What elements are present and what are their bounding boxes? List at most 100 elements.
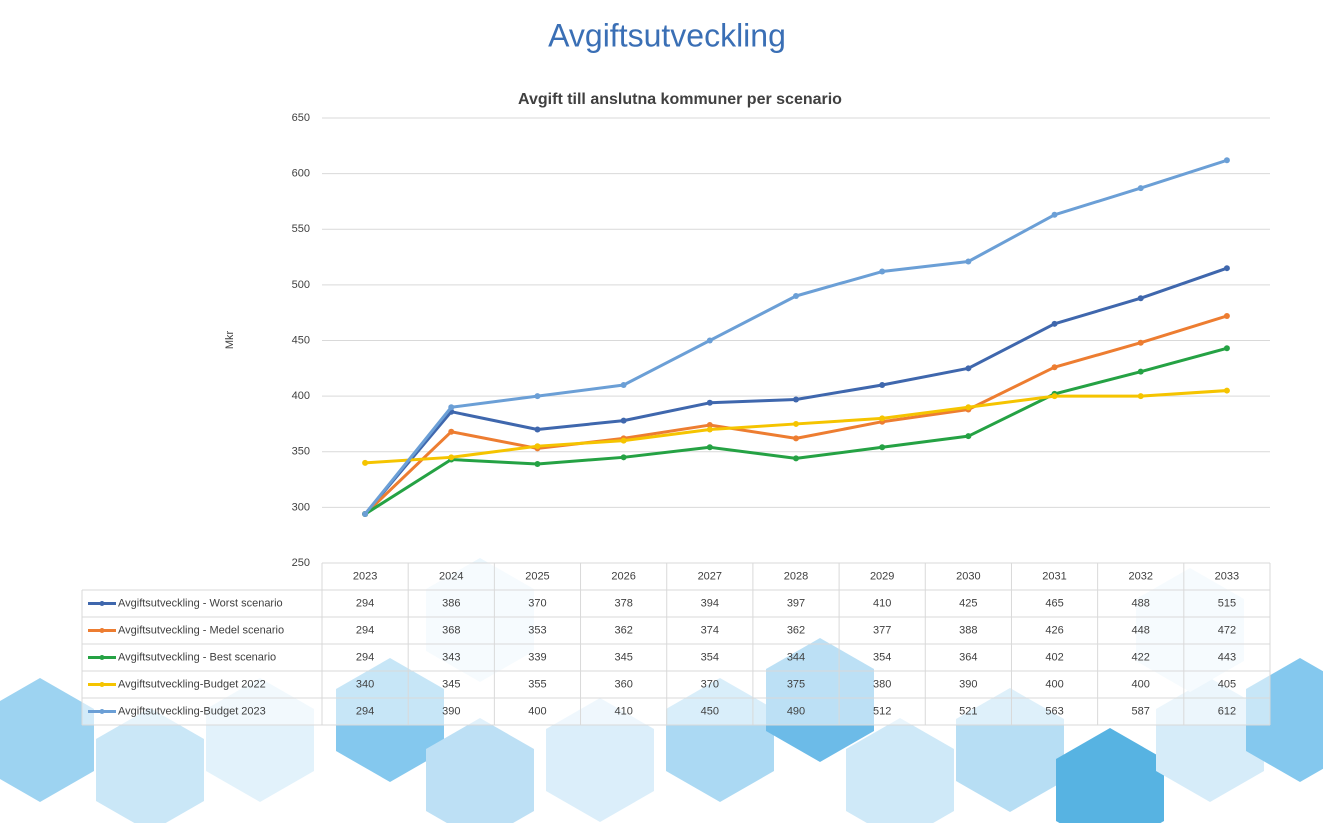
table-cell: 368	[442, 624, 460, 636]
point	[534, 427, 540, 433]
table-cell: 410	[873, 597, 891, 609]
table-cell: 425	[959, 597, 977, 609]
legend-swatch	[100, 601, 105, 606]
table-cell: 362	[614, 624, 632, 636]
point	[879, 382, 885, 388]
x-tick-label: 2025	[525, 570, 549, 582]
point	[534, 443, 540, 449]
table-cell: 377	[873, 624, 891, 636]
table-cell: 355	[528, 678, 546, 690]
table-cell: 450	[701, 705, 719, 717]
table-cell: 515	[1218, 597, 1236, 609]
table-cell: 340	[356, 678, 374, 690]
table-cell: 448	[1132, 624, 1150, 636]
table-cell: 378	[614, 597, 632, 609]
point	[1052, 321, 1058, 327]
legend-swatch	[100, 682, 105, 687]
y-tick-label: 500	[292, 279, 310, 291]
legend-label: Avgiftsutveckling - Medel scenario	[118, 624, 284, 636]
table-cell: 388	[959, 624, 977, 636]
point	[1224, 157, 1230, 163]
y-tick-label: 350	[292, 446, 310, 458]
table-cell: 345	[614, 651, 632, 663]
y-tick-label: 550	[292, 223, 310, 235]
table-cell: 488	[1132, 597, 1150, 609]
table-cell: 294	[356, 705, 374, 717]
x-tick-label: 2024	[439, 570, 463, 582]
table-cell: 386	[442, 597, 460, 609]
table-cell: 472	[1218, 624, 1236, 636]
point	[621, 418, 627, 424]
table-cell: 353	[528, 624, 546, 636]
point	[621, 382, 627, 388]
legend-label: Avgiftsutveckling - Worst scenario	[118, 597, 283, 609]
point	[1224, 265, 1230, 271]
point	[1138, 369, 1144, 375]
point	[448, 429, 454, 435]
point	[621, 438, 627, 444]
table-cell: 405	[1218, 678, 1236, 690]
point	[793, 421, 799, 427]
point	[1224, 388, 1230, 394]
point	[1138, 295, 1144, 301]
x-tick-label: 2029	[870, 570, 894, 582]
x-tick-label: 2028	[784, 570, 808, 582]
table-cell: 490	[787, 705, 805, 717]
y-axis-label: Mkr	[224, 331, 236, 350]
table-cell: 390	[442, 705, 460, 717]
series-line	[365, 268, 1227, 514]
table-cell: 374	[701, 624, 719, 636]
chart: Avgiftsutveckling Avgift till anslutna k…	[0, 0, 1323, 823]
point	[793, 396, 799, 402]
x-tick-label: 2033	[1215, 570, 1239, 582]
table-cell: 370	[528, 597, 546, 609]
table-cell: 512	[873, 705, 891, 717]
table-cell: 294	[356, 624, 374, 636]
point	[448, 454, 454, 460]
table-cell: 343	[442, 651, 460, 663]
table-cell: 380	[873, 678, 891, 690]
table-cell: 397	[787, 597, 805, 609]
y-tick-label: 600	[292, 168, 310, 180]
point	[793, 435, 799, 441]
legend-label: Avgiftsutveckling-Budget 2023	[118, 705, 266, 717]
table-cell: 422	[1132, 651, 1150, 663]
point	[1052, 212, 1058, 218]
legend-swatch	[100, 655, 105, 660]
chart-subtitle: Avgift till anslutna kommuner per scenar…	[518, 91, 842, 108]
table-cell: 612	[1218, 705, 1236, 717]
legend-label: Avgiftsutveckling-Budget 2022	[118, 678, 266, 690]
table-cell: 390	[959, 678, 977, 690]
series-line	[365, 316, 1227, 514]
point	[362, 460, 368, 466]
y-tick-label: 250	[292, 557, 310, 569]
chart-title: Avgiftsutveckling	[548, 17, 786, 53]
legend-swatch	[100, 628, 105, 633]
x-tick-label: 2023	[353, 570, 377, 582]
table-cell: 400	[1045, 678, 1063, 690]
point	[362, 511, 368, 517]
table-cell: 344	[787, 651, 805, 663]
table-cell: 410	[614, 705, 632, 717]
point	[879, 444, 885, 450]
point	[707, 400, 713, 406]
y-tick-label: 650	[292, 112, 310, 124]
table-cell: 364	[959, 651, 977, 663]
table-cell: 354	[873, 651, 891, 663]
x-tick-label: 2030	[956, 570, 980, 582]
point	[879, 415, 885, 421]
point	[879, 269, 885, 275]
legend-label: Avgiftsutveckling - Best scenario	[118, 651, 276, 663]
point	[534, 461, 540, 467]
table-cell: 563	[1045, 705, 1063, 717]
table-cell: 339	[528, 651, 546, 663]
table-cell: 587	[1132, 705, 1150, 717]
point	[534, 393, 540, 399]
table-cell: 360	[614, 678, 632, 690]
point	[448, 404, 454, 410]
table-cell: 375	[787, 678, 805, 690]
point	[965, 259, 971, 265]
x-tick-label: 2032	[1128, 570, 1152, 582]
point	[1224, 313, 1230, 319]
table-cell: 426	[1045, 624, 1063, 636]
